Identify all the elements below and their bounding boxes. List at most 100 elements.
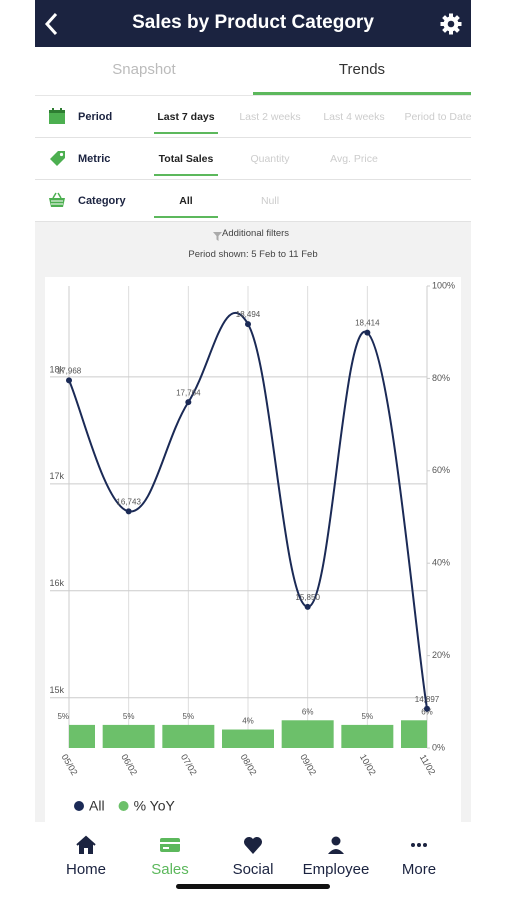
bar-label: 5%: [362, 712, 374, 721]
point: [304, 603, 311, 610]
nav-icon[interactable]: [242, 834, 264, 856]
point-label: 17,968: [57, 366, 82, 375]
bar: [69, 724, 95, 748]
settings-button[interactable]: [439, 12, 463, 36]
legend-marker: [118, 801, 129, 811]
bar-label: 5%: [57, 712, 69, 721]
point-label: 14,897: [415, 695, 440, 704]
tab[interactable]: Snapshot: [112, 61, 176, 78]
filter-option[interactable]: All: [179, 195, 193, 207]
filter-icon: [48, 149, 66, 167]
y2-tick-label: 0%: [432, 742, 445, 752]
point: [66, 377, 72, 384]
nav-icon[interactable]: [75, 834, 97, 856]
nav-icon[interactable]: [159, 834, 181, 856]
y-tick-label: 17k: [49, 471, 64, 481]
filter-underline: [154, 174, 218, 176]
nav-icon-graphic: [76, 835, 96, 854]
filter-option[interactable]: Quantity: [250, 153, 290, 165]
nav-item[interactable]: Employee: [302, 861, 370, 878]
point: [185, 399, 192, 406]
nav-icon-graphic: [411, 843, 427, 847]
filter-funnel: [213, 228, 222, 241]
point-label: 18,414: [355, 319, 380, 328]
nav-icon[interactable]: [325, 834, 347, 856]
nav-item[interactable]: Sales: [151, 861, 189, 878]
header-bar: [35, 0, 471, 47]
point-label: 16,743: [116, 497, 141, 506]
filter-icon: [48, 107, 66, 125]
point: [424, 705, 430, 712]
row-divider: [35, 137, 471, 138]
bar: [341, 724, 394, 748]
bar-label: 6%: [302, 707, 314, 716]
point-label: 17,764: [176, 388, 201, 397]
y2-tick-label: 80%: [432, 373, 450, 383]
tab-underline: [253, 92, 471, 95]
bar: [162, 724, 215, 748]
settings-button-graphic: [440, 13, 462, 35]
filter-funnel-graphic: [213, 232, 222, 241]
point: [125, 508, 132, 515]
y-tick-label: 18k: [49, 364, 64, 374]
back-button[interactable]: [43, 12, 59, 36]
point-label: 18,494: [236, 310, 261, 319]
row-divider: [35, 221, 471, 222]
filter-label: Category: [78, 195, 126, 207]
nav-icon-graphic: [328, 836, 344, 854]
filter-icon-graphic: [49, 192, 65, 207]
point: [364, 329, 371, 336]
nav-icon[interactable]: [408, 834, 430, 856]
y-tick-label: 15k: [49, 685, 64, 695]
filter-underline: [154, 132, 218, 134]
bar: [102, 724, 155, 748]
y-tick-label: 16k: [49, 578, 64, 588]
legend-label: All: [89, 798, 105, 814]
filter-option[interactable]: Last 2 weeks: [239, 111, 301, 123]
bar-label: 5%: [183, 712, 195, 721]
y2-tick-label: 100%: [432, 280, 455, 290]
filter-label: Period: [78, 111, 113, 123]
home-indicator: [176, 884, 330, 889]
header-title: Sales by Product Category: [132, 12, 374, 33]
filter-label: Metric: [78, 153, 111, 165]
filter-option[interactable]: Last 4 weeks: [323, 111, 385, 123]
y2-tick-label: 20%: [432, 650, 450, 660]
point-label: 15,850: [295, 593, 320, 602]
bar-label: 4%: [242, 717, 254, 726]
additional-filters[interactable]: Additional filters: [222, 228, 290, 239]
nav-item[interactable]: More: [401, 861, 437, 878]
point: [245, 321, 251, 328]
tab-divider: [35, 95, 471, 96]
filter-icon-graphic: [49, 108, 65, 124]
filter-icon: [48, 191, 66, 209]
bar: [401, 720, 427, 748]
filter-option[interactable]: Last 7 days: [157, 111, 215, 123]
nav-icon-graphic: [244, 837, 262, 854]
bar: [222, 729, 274, 748]
filter-option[interactable]: Period to Date: [404, 111, 471, 123]
bar-label: 5%: [123, 712, 135, 721]
app: Sales by Product Category Snapshot Trends P…: [35, 0, 471, 900]
tab[interactable]: Trends: [338, 61, 386, 78]
nav-item[interactable]: Home: [65, 861, 106, 878]
back-button-graphic: [44, 12, 58, 36]
filter-icon-graphic: [50, 151, 65, 166]
y2-tick-label: 40%: [432, 558, 450, 568]
filter-option[interactable]: Null: [260, 195, 280, 207]
y2-tick-label: 60%: [432, 465, 450, 475]
nav-icon-graphic: [160, 838, 180, 852]
row-divider: [35, 179, 471, 180]
filter-underline: [154, 216, 218, 218]
bar-label: 6%: [421, 707, 433, 716]
line: [68, 311, 428, 709]
chart-card: 15k 16k 17k 18k 0% 20% 40% 60% 80% 100% 05/02 06/02…: [45, 277, 461, 822]
filter-option[interactable]: Total Sales: [158, 153, 214, 165]
bar-group: [69, 720, 427, 748]
bar: [281, 720, 334, 748]
filter-option[interactable]: Avg. Price: [330, 153, 378, 165]
period-shown: Period shown: 5 Feb to 11 Feb: [188, 249, 318, 260]
nav-item[interactable]: Social: [232, 861, 274, 878]
